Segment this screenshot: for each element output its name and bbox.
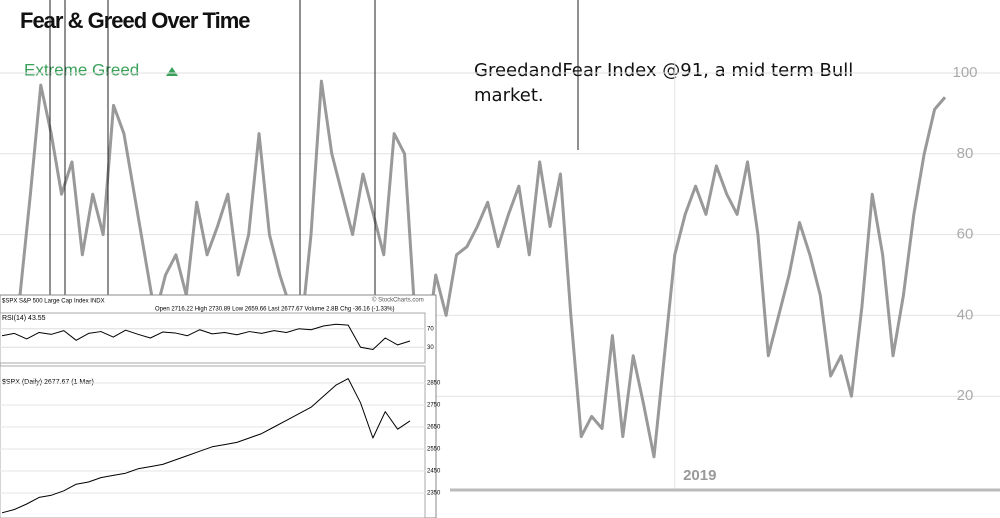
y2-tick-label: 30 — [427, 345, 434, 351]
chart-title: Fear & Greed Over Time — [20, 8, 250, 33]
inset-title: $SPX S&P 500 Large Cap Index INDX — [2, 299, 105, 305]
y-tick-label: 2750 — [427, 403, 441, 409]
x-tick-label: 2019 — [683, 467, 716, 484]
rsi-panel — [0, 312, 426, 364]
y-tick-label: 2350 — [427, 491, 441, 497]
data-line — [18, 79, 947, 459]
inset-frame — [0, 294, 437, 518]
source: © StockCharts.com — [372, 297, 424, 304]
subtitle: Extreme Greed — [24, 60, 139, 79]
inset-subtitle: Open 2716.22 High 2730.89 Low 2659.66 La… — [155, 307, 395, 313]
y-tick-label: 2550 — [427, 447, 441, 453]
main-chart: 20 40 60 80 100 2019 — [0, 60, 1000, 490]
y-tick-label: 100 — [952, 64, 977, 81]
inset-chart: $SPX S&P 500 Large Cap Index INDX Open 2… — [0, 294, 441, 518]
annotation: GreedandFear Index @91, a mid term Bull … — [474, 60, 854, 106]
y-tick-label: 2450 — [427, 469, 441, 475]
y-tick-label: 2650 — [427, 425, 441, 431]
indicator-label: RSI(14) 43.55 — [2, 315, 46, 322]
up-arrow — [166, 67, 178, 76]
y2-tick-label: 70 — [427, 326, 434, 332]
price-panel — [0, 365, 426, 518]
y-tick-label: 60 — [957, 226, 974, 243]
y-tick-label: 2850 — [427, 381, 441, 387]
data-line — [1, 323, 411, 350]
y-tick-label: 20 — [957, 387, 974, 404]
y-tick-label: 80 — [957, 145, 974, 162]
y-tick-label: 40 — [957, 306, 974, 323]
annotation-box: GreedandFear Index @91, a mid term Bull … — [474, 60, 854, 106]
data-line — [1, 378, 411, 514]
price-label: $SPX (Daily) 2677.67 (1 Mar) — [2, 379, 94, 386]
